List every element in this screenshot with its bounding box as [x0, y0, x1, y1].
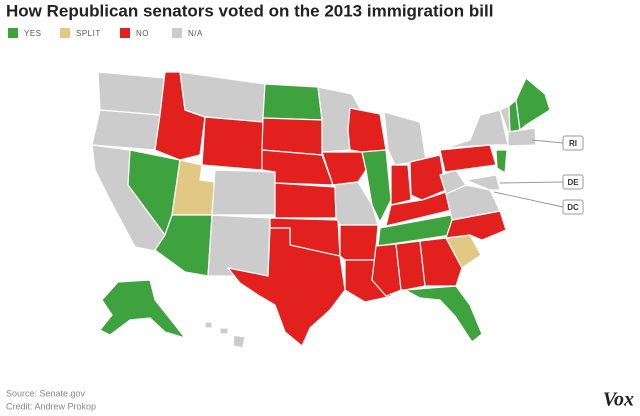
legend-swatch	[172, 28, 182, 38]
state	[361, 149, 392, 223]
callout-box	[562, 135, 584, 151]
legend-label: NO	[136, 29, 149, 38]
callout-label: DC	[567, 203, 579, 212]
state	[204, 321, 213, 329]
callout-box	[562, 199, 584, 215]
state	[97, 71, 166, 116]
state	[409, 154, 447, 201]
callout-line	[493, 191, 564, 208]
state	[419, 237, 463, 287]
state	[232, 334, 246, 349]
credit: Credit: Andrew Prokop	[6, 401, 96, 411]
state	[219, 327, 229, 335]
state	[261, 117, 323, 156]
us-map	[91, 71, 551, 349]
state	[383, 111, 427, 166]
state	[371, 243, 402, 297]
logo: Vox	[603, 389, 634, 411]
state	[211, 169, 276, 216]
source: Source: Senate.gov	[6, 388, 86, 398]
callout-line	[499, 181, 564, 184]
title: How Republican senators voted on the 201…	[6, 1, 493, 20]
state	[91, 109, 161, 151]
state	[404, 285, 483, 343]
state	[99, 279, 186, 339]
state	[262, 83, 323, 121]
state	[201, 116, 264, 171]
state	[390, 164, 412, 206]
state	[465, 174, 501, 191]
state	[274, 182, 337, 219]
state	[171, 159, 216, 216]
state	[339, 224, 379, 261]
state	[439, 144, 497, 173]
callout-line	[531, 139, 564, 144]
state	[395, 240, 426, 291]
state	[227, 227, 346, 347]
legend-label: N/A	[188, 29, 203, 38]
callout-box	[562, 174, 584, 190]
legend-swatch	[8, 28, 18, 38]
legend: YES SPLIT NO N/A	[8, 28, 203, 38]
legend-swatch	[60, 28, 70, 38]
state	[444, 109, 509, 149]
callouts: RI DE DC	[493, 135, 584, 215]
legend-label: YES	[24, 29, 42, 38]
callout-label: RI	[569, 139, 577, 148]
state	[207, 214, 271, 277]
state	[515, 77, 551, 131]
state	[507, 127, 537, 147]
state	[321, 151, 367, 186]
legend-swatch	[120, 28, 130, 38]
legend-label: SPLIT	[76, 29, 101, 38]
state	[495, 149, 508, 174]
callout-label: DE	[567, 178, 579, 187]
state	[347, 107, 387, 153]
